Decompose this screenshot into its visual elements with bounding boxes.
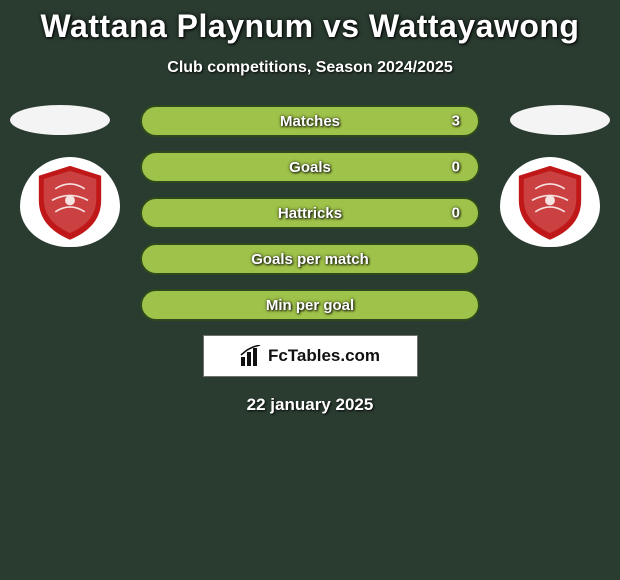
stat-label: Goals — [289, 159, 331, 176]
stat-label: Goals per match — [251, 251, 369, 268]
stat-value: 0 — [452, 159, 460, 176]
page-title: Wattana Playnum vs Wattayawong — [0, 0, 620, 45]
stat-label: Hattricks — [278, 205, 342, 222]
page: Wattana Playnum vs Wattayawong Club comp… — [0, 0, 620, 580]
brand-box: FcTables.com — [203, 335, 418, 377]
club-badge-left — [20, 157, 120, 247]
bars-icon — [240, 345, 264, 367]
player-oval-left — [10, 105, 110, 135]
stat-value: 0 — [452, 205, 460, 222]
player-oval-right — [510, 105, 610, 135]
stat-row-hattricks: Hattricks 0 — [140, 197, 480, 229]
page-subtitle: Club competitions, Season 2024/2025 — [0, 59, 620, 77]
stat-label: Min per goal — [266, 297, 354, 314]
stats-list: Matches 3 Goals 0 Hattricks 0 Goals per … — [140, 105, 480, 321]
content: Matches 3 Goals 0 Hattricks 0 Goals per … — [0, 105, 620, 415]
stat-row-goals-per-match: Goals per match — [140, 243, 480, 275]
shield-icon — [29, 161, 111, 243]
stat-label: Matches — [280, 113, 340, 130]
date-text: 22 january 2025 — [0, 395, 620, 415]
shield-icon — [509, 161, 591, 243]
stat-value: 3 — [452, 113, 460, 130]
stat-row-matches: Matches 3 — [140, 105, 480, 137]
brand-text: FcTables.com — [268, 346, 380, 366]
stat-row-min-per-goal: Min per goal — [140, 289, 480, 321]
stat-row-goals: Goals 0 — [140, 151, 480, 183]
club-badge-right — [500, 157, 600, 247]
